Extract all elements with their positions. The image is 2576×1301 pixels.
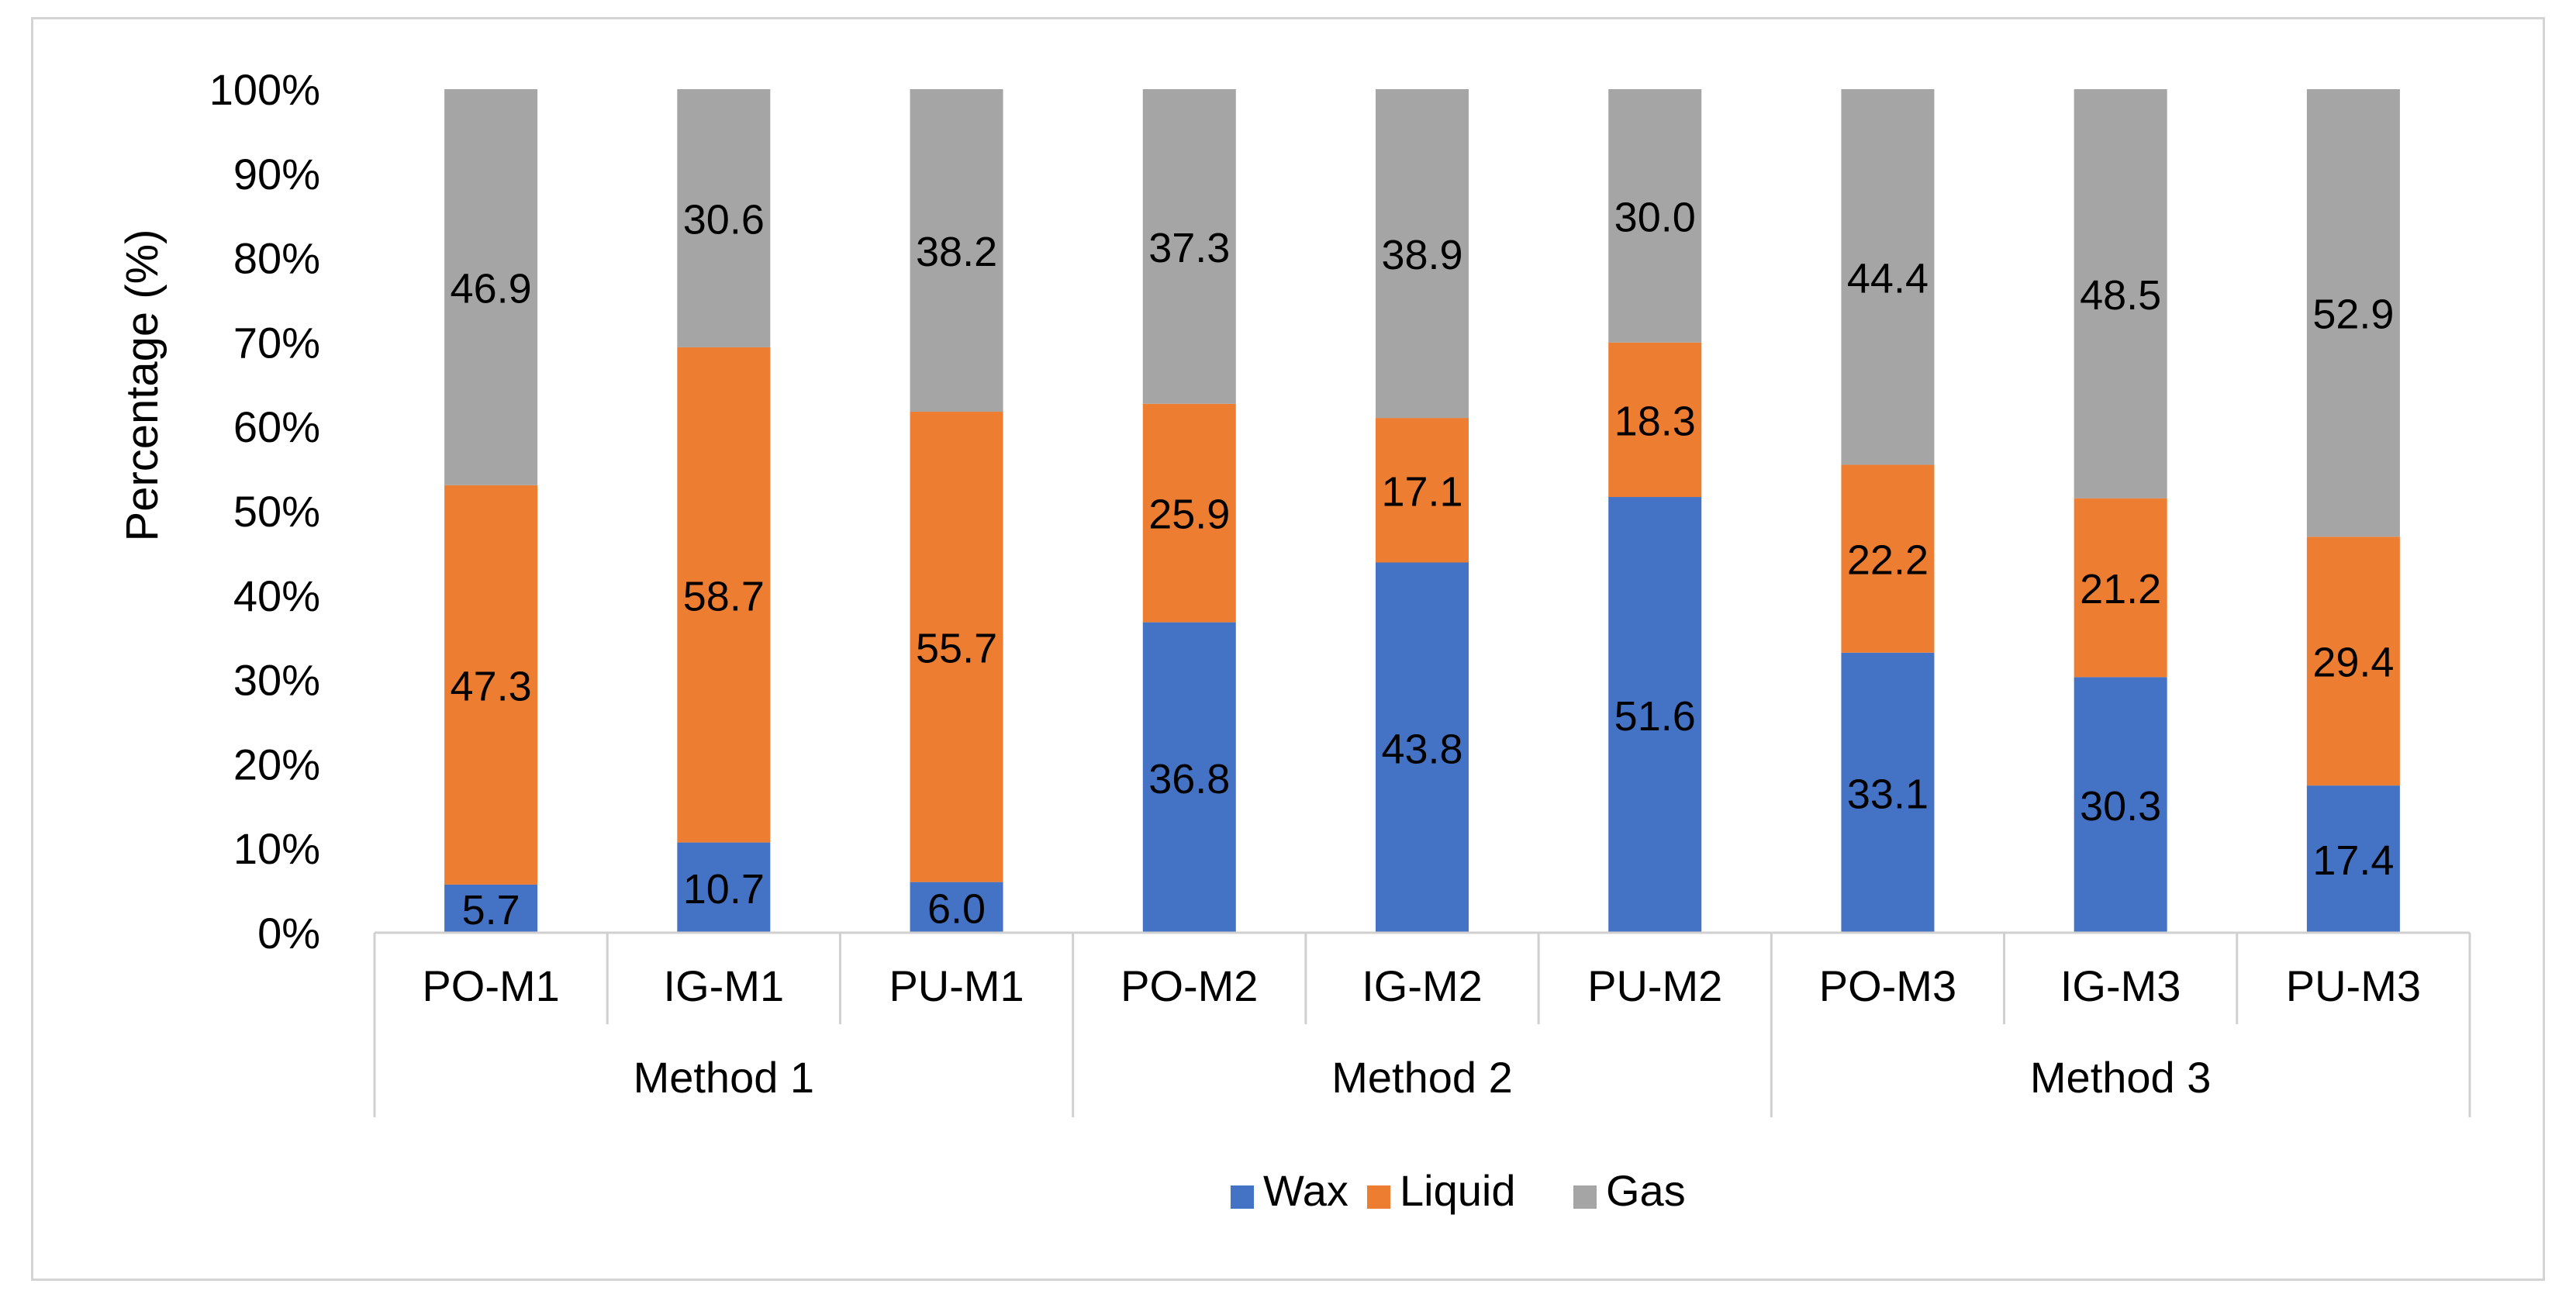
- x-category-label: IG-M2: [1362, 961, 1483, 1010]
- data-label-liquid: 21.2: [2080, 566, 2161, 613]
- bar-segment-gas: [1376, 89, 1469, 419]
- data-label-gas: 46.9: [451, 265, 532, 312]
- axes-layer: 0% 10% 20% 30% 40% 50% 60% 70% 80% 90% 100% PO-M1 IG…: [209, 65, 2471, 1117]
- data-label-gas: 52.9: [2312, 292, 2394, 338]
- data-label-liquid: 17.1: [1381, 468, 1462, 515]
- chart-frame: 0% 10% 20% 30% 40% 50% 60% 70% 80% 90% 100% PO-M1 IG…: [31, 17, 2545, 1281]
- data-label-wax: 33.1: [1847, 771, 1929, 817]
- y-tick-label: 100%: [209, 65, 320, 114]
- bar-segment-wax: [2074, 677, 2167, 933]
- data-label-wax: 5.7: [462, 887, 520, 933]
- bar-segment-liquid: [910, 412, 1003, 882]
- bar-segment-wax: [1841, 652, 1935, 933]
- x-category-label: PU-M2: [1587, 961, 1722, 1010]
- data-label-wax: 17.4: [2312, 837, 2394, 884]
- data-labels-layer: 5.7 47.3 46.9 10.7 58.7 30.6 6.0 55.7 38.2 36.8 25…: [451, 194, 2395, 933]
- bar-segment-gas: [1608, 89, 1702, 343]
- bars-layer: [444, 89, 2400, 933]
- data-label-liquid: 18.3: [1614, 398, 1696, 444]
- data-label-liquid: 22.2: [1847, 537, 1929, 584]
- data-label-liquid: 55.7: [916, 625, 997, 671]
- y-tick-label: 60%: [233, 402, 320, 451]
- y-tick-label: 50%: [233, 487, 320, 536]
- y-tick-label: 0%: [257, 909, 320, 958]
- bar-segment-wax: [444, 884, 538, 933]
- x-category-label: PO-M2: [1121, 961, 1258, 1010]
- x-category-label: PO-M1: [422, 961, 559, 1010]
- x-category-label: IG-M3: [2060, 961, 2181, 1010]
- y-tick-label: 30%: [233, 656, 320, 705]
- data-label-wax: 43.8: [1381, 726, 1462, 772]
- legend-swatch-gas: [1573, 1185, 1597, 1209]
- bar-segment-wax: [1608, 497, 1702, 933]
- legend-swatch-wax: [1231, 1185, 1254, 1209]
- data-label-gas: 30.0: [1614, 194, 1696, 240]
- legend-label-wax: Wax: [1263, 1166, 1348, 1215]
- stacked-bar-chart: 0% 10% 20% 30% 40% 50% 60% 70% 80% 90% 100% PO-M1 IG…: [117, 65, 2471, 1215]
- legend-swatch-liquid: [1367, 1185, 1390, 1209]
- bar-segment-wax: [677, 842, 771, 933]
- bar-segment-wax: [1142, 622, 1236, 933]
- y-tick-label: 10%: [233, 824, 320, 873]
- legend-label-gas: Gas: [1606, 1166, 1686, 1215]
- bar-segment-gas: [2074, 89, 2167, 499]
- data-label-gas: 38.2: [916, 229, 997, 275]
- y-tick-label: 20%: [233, 740, 320, 789]
- y-tick-label: 80%: [233, 234, 320, 283]
- bar-segment-liquid: [1142, 403, 1236, 623]
- data-label-wax: 36.8: [1148, 756, 1230, 802]
- data-label-gas: 30.6: [683, 196, 765, 243]
- data-label-gas: 48.5: [2080, 272, 2161, 319]
- data-label-wax: 51.6: [1614, 693, 1696, 740]
- data-label-liquid: 25.9: [1148, 492, 1230, 538]
- data-label-gas: 38.9: [1381, 232, 1462, 278]
- data-label-wax: 6.0: [927, 885, 986, 932]
- bar-segment-liquid: [444, 485, 538, 885]
- bar-segment-gas: [2306, 89, 2400, 537]
- x-category-label: PU-M1: [889, 961, 1024, 1010]
- legend: Wax Liquid Gas: [1231, 1166, 1686, 1215]
- x-group-label: Method 3: [2030, 1053, 2212, 1102]
- y-tick-label: 90%: [233, 150, 320, 198]
- x-group-label: Method 1: [634, 1053, 815, 1102]
- bar-segment-gas: [444, 89, 538, 485]
- bar-segment-gas: [677, 89, 771, 347]
- x-group-label: Method 2: [1331, 1053, 1513, 1102]
- x-category-label: PO-M3: [1819, 961, 1956, 1010]
- x-category-label: IG-M1: [664, 961, 785, 1010]
- bar-segment-wax: [1376, 562, 1469, 933]
- y-axis-title: Percentage (%): [117, 229, 167, 542]
- data-label-gas: 37.3: [1148, 225, 1230, 271]
- bar-segment-liquid: [1841, 464, 1935, 653]
- bar-segment-gas: [1142, 89, 1236, 404]
- bar-segment-liquid: [677, 347, 771, 843]
- legend-label-liquid: Liquid: [1400, 1166, 1515, 1215]
- data-label-wax: 30.3: [2080, 783, 2161, 830]
- bar-segment-gas: [1841, 89, 1935, 465]
- y-tick-label: 70%: [233, 318, 320, 367]
- data-label-wax: 10.7: [683, 866, 765, 913]
- y-tick-label: 40%: [233, 571, 320, 620]
- data-label-liquid: 29.4: [2312, 640, 2394, 686]
- data-label-liquid: 58.7: [683, 573, 765, 619]
- data-label-gas: 44.4: [1847, 255, 1929, 302]
- bar-segment-wax: [910, 882, 1003, 933]
- bar-segment-liquid: [2306, 537, 2400, 786]
- bar-segment-wax: [2306, 785, 2400, 933]
- x-category-label: PU-M3: [2286, 961, 2421, 1010]
- bar-segment-gas: [910, 89, 1003, 412]
- bar-segment-liquid: [1376, 418, 1469, 563]
- data-label-liquid: 47.3: [451, 663, 532, 709]
- bar-segment-liquid: [1608, 342, 1702, 498]
- bar-segment-liquid: [2074, 498, 2167, 678]
